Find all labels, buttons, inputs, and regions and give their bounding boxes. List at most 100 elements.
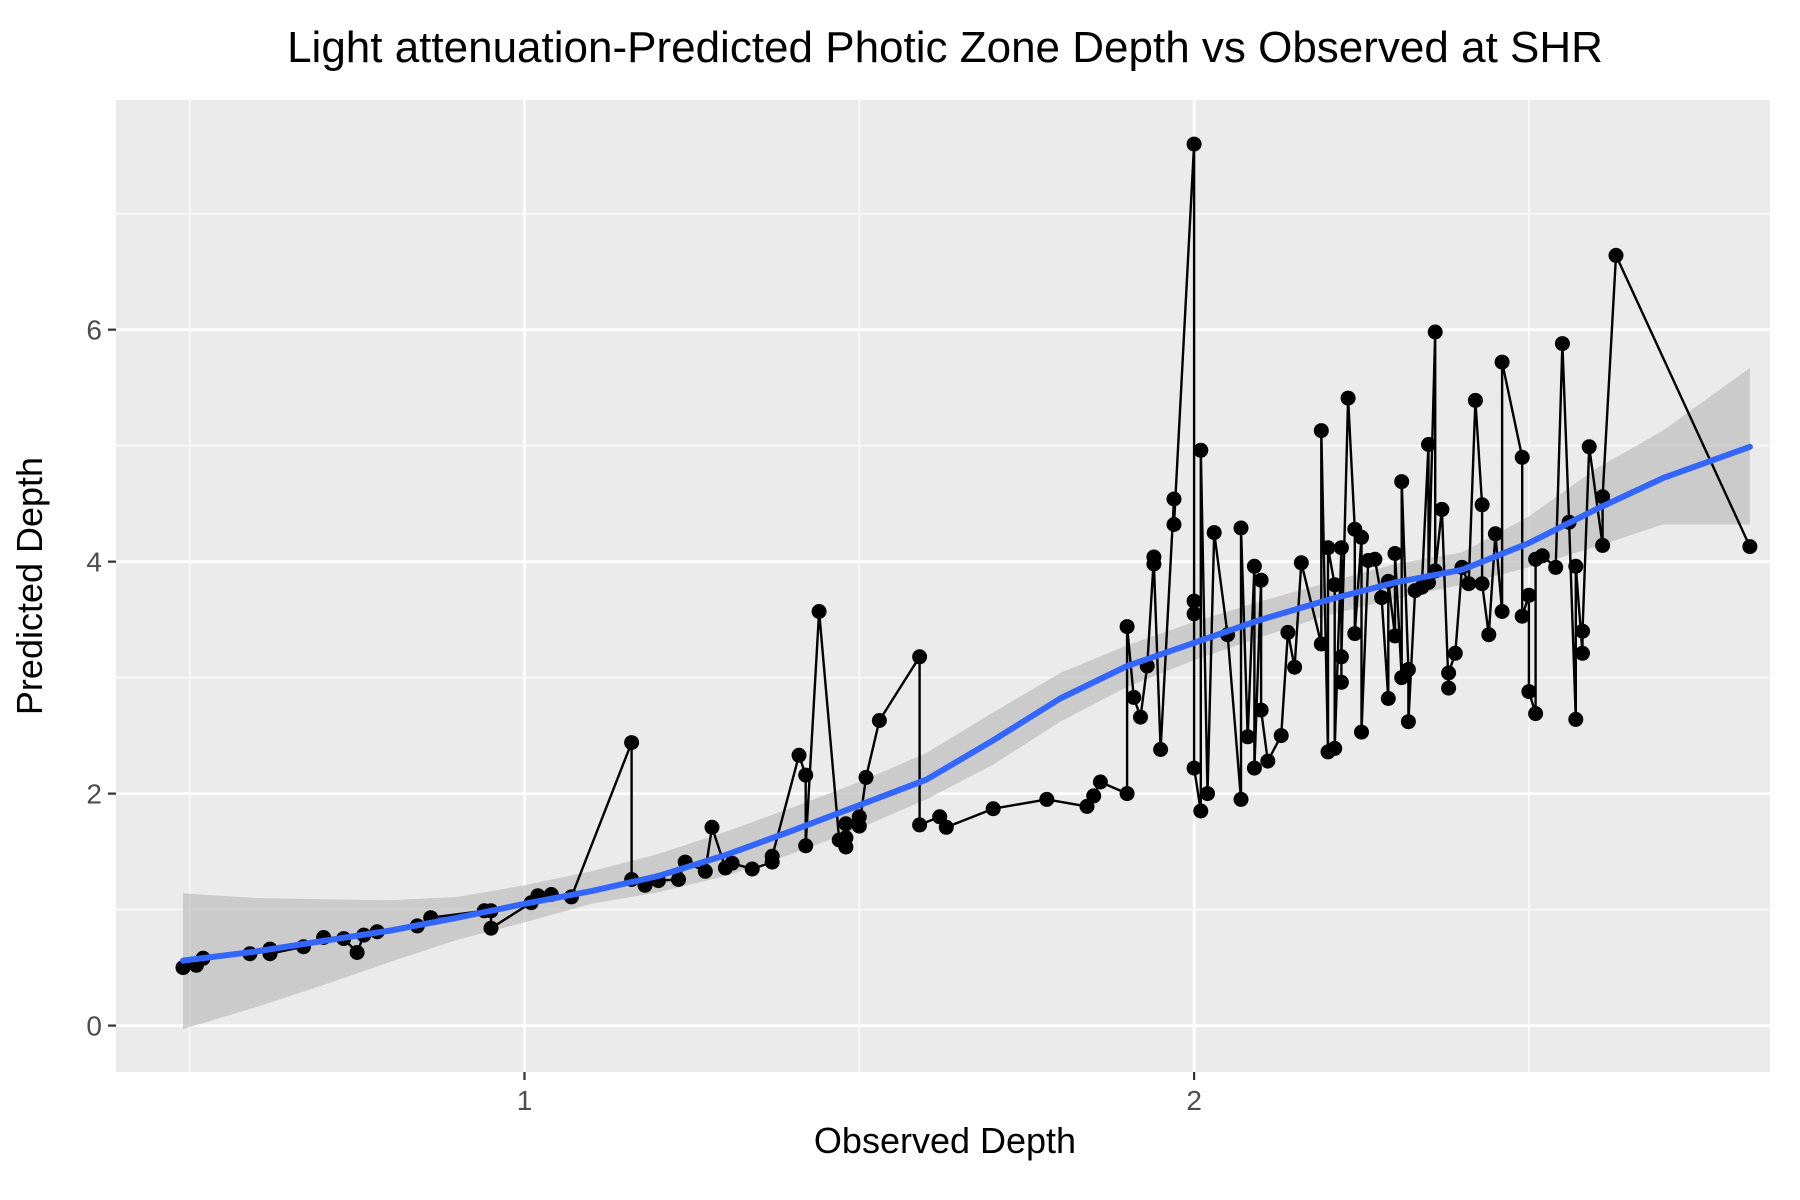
data-point <box>1595 489 1611 505</box>
data-point <box>624 735 640 751</box>
data-point <box>1193 803 1209 819</box>
confidence-ribbon <box>183 367 1750 1030</box>
data-point <box>744 861 760 877</box>
data-point <box>1186 760 1202 776</box>
data-point <box>1287 659 1303 675</box>
data-point <box>1354 529 1369 545</box>
data-point <box>1595 537 1611 553</box>
data-point <box>1246 558 1262 574</box>
data-point <box>1441 680 1457 696</box>
data-point <box>1434 501 1450 517</box>
data-point <box>938 819 954 835</box>
data-point <box>1233 791 1249 807</box>
data-point <box>858 769 874 785</box>
chart-title: Light attenuation-Predicted Photic Zone … <box>287 23 1603 72</box>
data-point <box>1240 729 1256 745</box>
data-point <box>1481 627 1497 643</box>
data-point <box>1461 576 1477 592</box>
data-point <box>1313 636 1329 652</box>
axis-ticks <box>108 328 1196 1080</box>
data-point <box>1086 788 1102 804</box>
data-point <box>1514 449 1530 465</box>
data-point <box>349 945 365 960</box>
y-tick-label: 4 <box>86 547 102 578</box>
data-point <box>724 855 740 871</box>
data-point <box>1394 474 1410 490</box>
x-tick-label: 1 <box>517 1085 533 1116</box>
y-tick-label: 6 <box>86 315 102 346</box>
data-point <box>1487 526 1503 542</box>
data-point <box>912 649 928 665</box>
data-point <box>1333 649 1349 665</box>
data-point <box>851 818 867 834</box>
confidence-ribbon-layer <box>183 367 1750 1030</box>
data-point <box>1494 604 1510 619</box>
data-point <box>1568 558 1584 574</box>
data-point <box>1320 540 1336 556</box>
data-point <box>1347 626 1363 642</box>
data-point <box>1313 423 1329 439</box>
smooth-line-layer <box>180 443 1753 964</box>
data-point <box>1528 706 1544 722</box>
data-point <box>1146 556 1162 572</box>
data-point <box>1568 711 1584 727</box>
data-point <box>912 817 928 833</box>
data-point <box>1186 136 1202 152</box>
data-point <box>838 816 854 832</box>
data-point <box>1400 662 1416 677</box>
data-point <box>791 747 807 763</box>
data-point <box>1333 540 1349 556</box>
y-tick-label: 0 <box>86 1011 102 1042</box>
data-point <box>1534 548 1550 564</box>
data-point <box>1548 559 1564 575</box>
data-point <box>1186 593 1202 609</box>
data-point <box>1367 551 1383 567</box>
data-point <box>1166 491 1182 507</box>
data-point <box>1327 740 1343 756</box>
data-point <box>1273 728 1289 744</box>
data-point <box>697 863 713 879</box>
y-tick-label: 2 <box>86 779 102 810</box>
data-point <box>1521 587 1537 603</box>
data-point <box>1608 247 1624 263</box>
data-point <box>1333 674 1349 690</box>
data-point <box>1186 606 1202 622</box>
data-point <box>1253 702 1269 718</box>
data-point <box>1514 608 1530 624</box>
data-point <box>1575 645 1590 661</box>
data-point <box>671 872 686 887</box>
data-point <box>1387 628 1403 644</box>
data-point <box>1092 774 1108 790</box>
data-point <box>483 920 499 936</box>
x-axis-label: Observed Depth <box>814 1120 1076 1161</box>
x-tick-label: 2 <box>1186 1085 1202 1116</box>
data-point <box>1119 619 1135 635</box>
data-point <box>1554 336 1570 352</box>
data-point <box>1467 392 1483 408</box>
data-point <box>1133 709 1148 725</box>
data-point <box>175 960 191 976</box>
data-point <box>1200 786 1215 802</box>
data-point <box>1126 689 1142 705</box>
data-point <box>1039 791 1055 807</box>
data-point <box>1246 760 1262 776</box>
data-point <box>1474 576 1490 592</box>
tick-labels: 1 2 0 2 4 6 <box>86 315 1201 1116</box>
data-point <box>798 838 814 854</box>
data-point <box>1742 539 1758 555</box>
data-point <box>985 801 1001 817</box>
data-point <box>1253 572 1269 588</box>
data-point <box>1400 714 1416 730</box>
data-point <box>1374 590 1390 606</box>
data-point <box>1354 724 1369 740</box>
data-point <box>838 830 854 846</box>
smooth-fit-line <box>180 443 1753 964</box>
y-axis-label: Predicted Depth <box>9 457 50 715</box>
data-point <box>1327 577 1343 593</box>
data-point <box>1441 665 1457 681</box>
data-point <box>798 767 814 783</box>
data-point <box>1447 645 1463 661</box>
data-point <box>1340 390 1356 406</box>
data-point <box>1166 517 1182 532</box>
